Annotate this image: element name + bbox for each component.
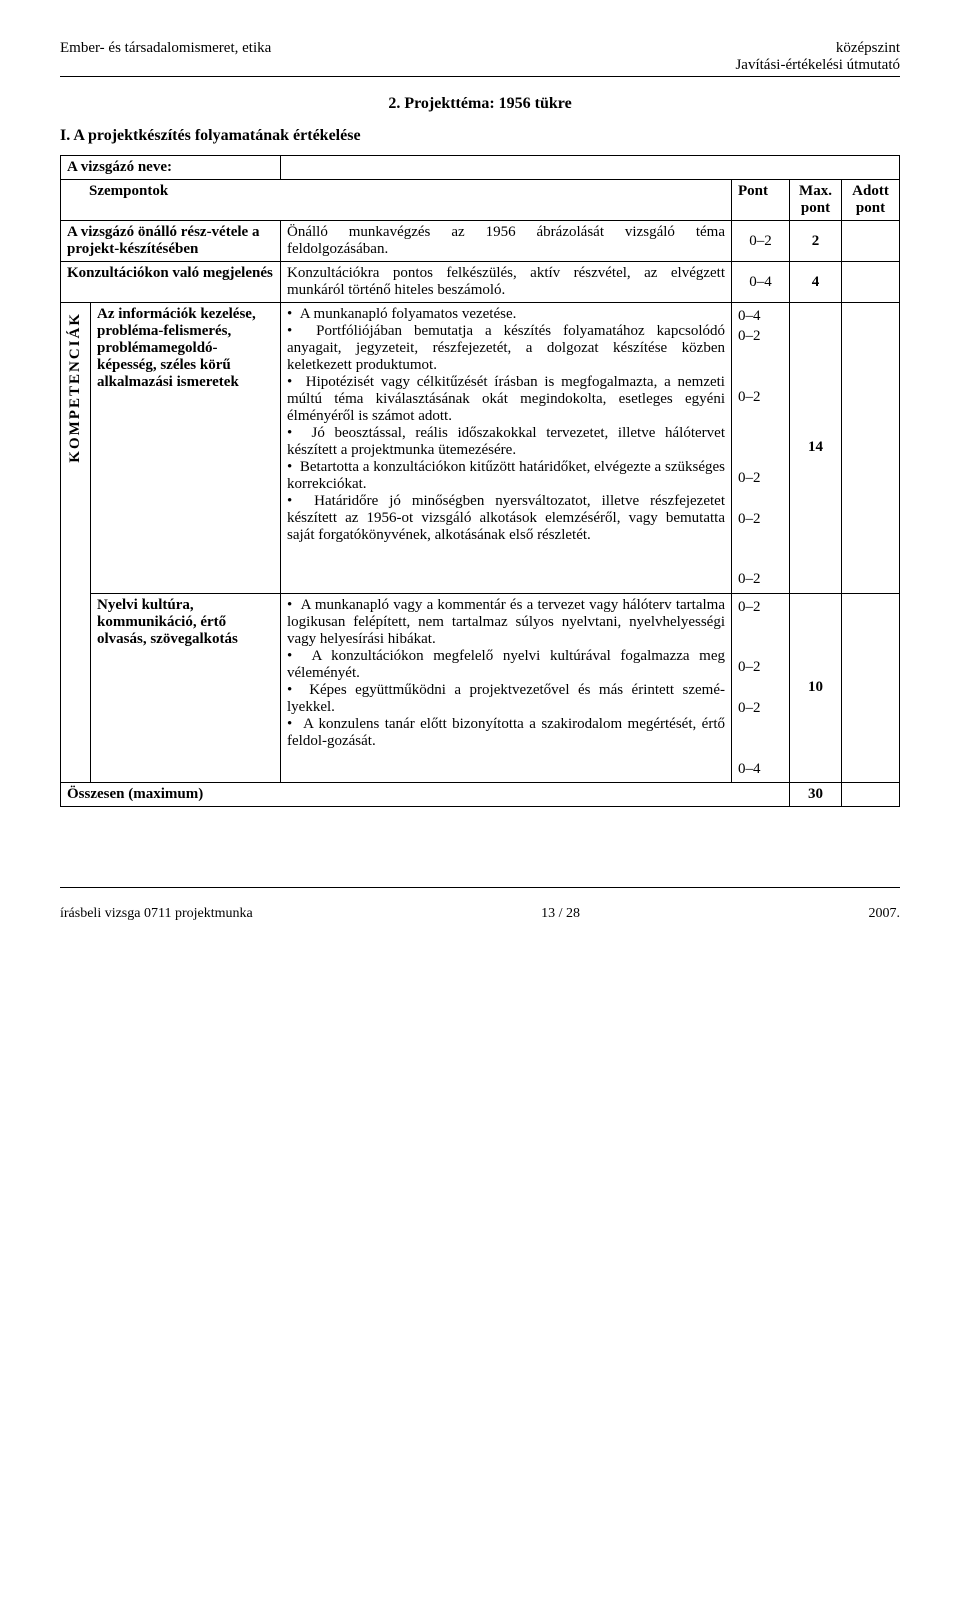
row-participation: A vizsgázó önálló rész-vétele a projekt-… [61,221,900,262]
row3-p1: 0–2 [738,326,783,346]
header-left: Ember- és társadalomismeret, etika [60,40,271,74]
row3-max: 14 [790,303,842,594]
col-adott-l1: Adott [852,183,889,199]
row1-desc: Önálló munkavégzés az 1956 ábrázolását v… [281,221,732,262]
page-footer: írásbeli vizsga 0711 projektmunka 13 / 2… [60,906,900,922]
footer-right: 2007. [868,906,900,922]
col-max: Max. pont [790,180,842,221]
vertical-label-cell: KOMPETENCIÁK [61,303,91,783]
row3-b4: Jó beosztással, reális időszakokkal terv… [287,425,725,459]
row3-p6 [738,428,783,448]
row2-label: Konzultációkon való megjelenés [61,262,281,303]
row4-p5: 0–2 [738,698,783,718]
row3-p11 [738,529,783,549]
row4-adott [842,593,900,782]
row3-p5 [738,407,783,427]
row1-desc-text: Önálló munkavégzés az 1956 ábrázolását v… [287,224,725,258]
col-pont: Pont [732,180,790,221]
row2-desc: Konzultációkra pontos felkészülés, aktív… [281,262,732,303]
evaluation-table: A vizsgázó neve: Szempontok Pont Max. po… [60,155,900,807]
sum-value: 30 [790,782,842,806]
col-max-l2: pont [801,200,830,216]
row3-b5: Betartotta a konzultációkon kitűzött hat… [287,459,725,493]
header-row: Szempontok Pont Max. pont Adott pont [61,180,900,221]
row3-b1: A munkanapló folyamatos vezetése. [287,306,725,323]
row2-desc-text: Konzultációkra pontos felkészülés, aktív… [287,265,725,299]
row4-b4: A konzulens tanár előtt bizonyította a s… [287,716,725,750]
footer-left: írásbeli vizsga 0711 projektmunka [60,906,253,922]
vertical-label: KOMPETENCIÁK [67,306,84,469]
name-label: A vizsgázó neve: [61,156,281,180]
row1-label: A vizsgázó önálló rész-vétele a projekt-… [61,221,281,262]
row3-adott [842,303,900,594]
row4-b2: A konzultációkon megfelelő nyelvi kultúr… [287,648,725,682]
row4-p0: 0–2 [738,597,783,617]
subsection-title: I. A projektkészítés folyamatának értéke… [60,127,900,145]
row4-max: 10 [790,593,842,782]
sum-row: Összesen (maximum) 30 [61,782,900,806]
row4-pont-stack: 0–2 0–2 0–2 0–4 [738,597,783,779]
row1-max: 2 [790,221,842,262]
row3-p3 [738,367,783,387]
footer-center: 13 / 28 [541,906,580,922]
row3-b3: Hipotézisét vagy célkitűzését írásban is… [287,374,725,425]
row2-pont: 0–4 [732,262,790,303]
row3-pont-stack: 0–4 0–2 0–2 0–2 0–2 0–2 [738,306,783,590]
row4-p8: 0–4 [738,759,783,779]
name-value [281,156,900,180]
row4-p4 [738,678,783,698]
row3-desc: A munkanapló folyamatos vezetése. Portfó… [281,303,732,594]
header-right-top: középszint [735,40,900,57]
section-title: 2. Projekttéma: 1956 tükre [60,95,900,113]
row3-pont: 0–4 0–2 0–2 0–2 0–2 0–2 [732,303,790,594]
footer-rule [60,887,900,888]
row3-b2: Portfóliójában bemutatja a készítés foly… [287,323,725,374]
row4-pont: 0–2 0–2 0–2 0–4 [732,593,790,782]
row4-desc: A munkanapló vagy a kommentár és a terve… [281,593,732,782]
row-competency-info: KOMPETENCIÁK Az információk kezelése, pr… [61,303,900,594]
col-adott-l2: pont [856,200,885,216]
col-adott: Adott pont [842,180,900,221]
row3-p10: 0–2 [738,509,783,529]
row3-p12 [738,549,783,569]
sum-label: Összesen (maximum) [61,782,790,806]
row3-p9 [738,488,783,508]
header-right-bottom: Javítási-értékelési útmutató [735,57,900,74]
row4-p7 [738,738,783,758]
row3-p8: 0–2 [738,468,783,488]
row4-label: Nyelvi kultúra, kommunikáció, értő olvas… [91,593,281,782]
header-rule [60,76,900,77]
name-row: A vizsgázó neve: [61,156,900,180]
row3-p0: 0–4 [738,306,783,326]
row3-p13: 0–2 [738,569,783,589]
row4-p1 [738,617,783,637]
row4-p3: 0–2 [738,657,783,677]
row2-max: 4 [790,262,842,303]
page-header: Ember- és társadalomismeret, etika közép… [60,40,900,74]
row2-adott [842,262,900,303]
row3-p2 [738,347,783,367]
col-max-l1: Max. [799,183,832,199]
header-right: középszint Javítási-értékelési útmutató [735,40,900,74]
col-szempontok: Szempontok [61,180,732,221]
row1-adott [842,221,900,262]
row-competency-lang: Nyelvi kultúra, kommunikáció, értő olvas… [61,593,900,782]
row3-p7 [738,448,783,468]
sum-adott [842,782,900,806]
row3-b6: Határidőre jó minőségben nyersváltozatot… [287,493,725,544]
row4-b1: A munkanapló vagy a kommentár és a terve… [287,597,725,648]
row3-label: Az információk kezelése, probléma-felism… [91,303,281,594]
row4-p6 [738,718,783,738]
row1-pont: 0–2 [732,221,790,262]
row4-p2 [738,637,783,657]
row-consultation: Konzultációkon való megjelenés Konzultác… [61,262,900,303]
row3-p4: 0–2 [738,387,783,407]
row4-b3: Képes együttműködni a projektvezetővel é… [287,682,725,716]
